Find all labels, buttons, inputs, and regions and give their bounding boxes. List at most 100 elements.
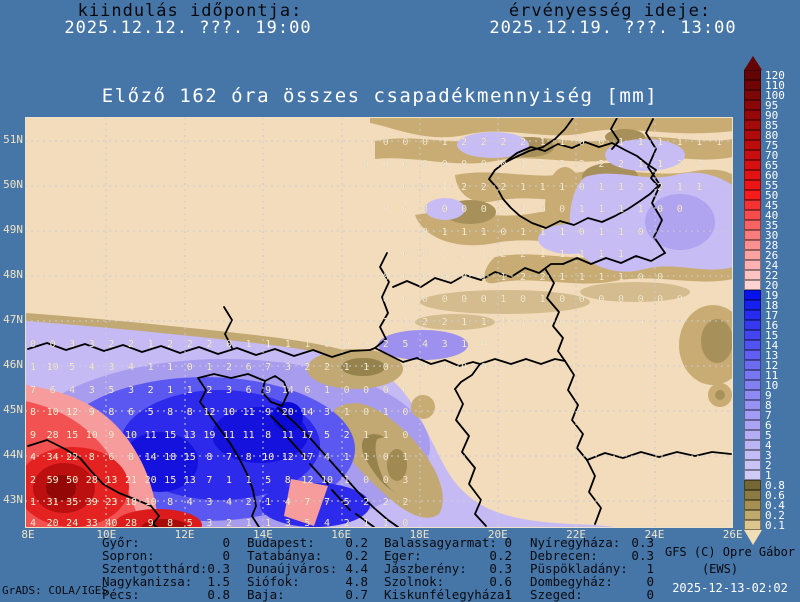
grid-value: 1	[363, 430, 369, 441]
grid-value: 0	[677, 204, 683, 215]
city-row: Eger: 0.2	[384, 549, 512, 562]
colorbar-box	[744, 510, 761, 520]
colorbar-label: 90	[765, 108, 779, 122]
grid-value: 1	[696, 137, 702, 148]
grid-value: 11	[243, 407, 255, 418]
grid-value: 0	[677, 294, 683, 305]
grid-value: 0	[363, 475, 369, 486]
grid-value: 1	[520, 159, 526, 170]
grid-value: 0	[461, 204, 467, 215]
grid-value: 7	[226, 452, 232, 463]
colorbar-box	[744, 220, 761, 230]
legend-city-value: 0	[646, 574, 654, 589]
colorbar-label: 95	[765, 98, 779, 112]
city-row: Püspökladány: 1	[530, 562, 654, 575]
grid-value: 0	[226, 339, 232, 350]
lon-label: 12E	[174, 528, 195, 541]
grid-value: 2	[246, 497, 252, 508]
grid-value: 8	[285, 475, 291, 486]
city-row: Baja: 0.7	[247, 588, 368, 601]
legend-city-name: Szentgotthárd:	[102, 561, 208, 576]
grid-value: 1	[285, 339, 291, 350]
grid-value: 12	[66, 407, 78, 418]
grid-value: 28	[86, 475, 98, 486]
grid-value: 2	[206, 339, 212, 350]
legend-city-name: Jászberény:	[384, 561, 467, 576]
grid-value: 0	[402, 249, 408, 260]
grid-value: 1	[344, 452, 350, 463]
colorbar-label: 15	[765, 328, 779, 342]
grid-value: 0	[579, 317, 585, 328]
khaki-dot	[411, 395, 435, 419]
grid-value: 2	[579, 159, 585, 170]
grid-value: 1	[520, 317, 526, 328]
grid-value: 10	[262, 452, 274, 463]
grid-value: 1	[246, 475, 252, 486]
city-row: Szolnok: 0.6	[384, 575, 512, 588]
grid-value: 1	[265, 518, 271, 528]
grid-value: 0	[402, 272, 408, 283]
colorbar-label: 22	[765, 268, 779, 282]
grid-value: 1	[520, 182, 526, 193]
grid-value: 3	[285, 518, 291, 528]
grid-value: 1	[559, 182, 565, 193]
run-time-value: 2025.12.12. ???. 19:00	[64, 18, 312, 38]
colorbar-box	[744, 360, 761, 370]
khaki-dot	[715, 390, 725, 400]
grid-value: 5	[187, 518, 193, 528]
grid-value: 1	[618, 137, 624, 148]
grid-value: 0	[442, 362, 448, 373]
grid-value: 12	[203, 407, 215, 418]
grid-value: 0	[402, 159, 408, 170]
grid-value: 10	[321, 475, 333, 486]
grid-value: 1	[677, 137, 683, 148]
grid-value: 14	[301, 407, 313, 418]
khaki-streak	[580, 282, 690, 302]
grid-value: 9	[89, 407, 95, 418]
page-title: Előző 162 óra összes csapadékmennyiség […	[101, 85, 659, 107]
colorbar-box	[744, 250, 761, 260]
grid-value: 50	[66, 475, 78, 486]
grid-value: 17	[301, 430, 313, 441]
grid-value: 0	[598, 294, 604, 305]
grid-value: 4	[285, 497, 291, 508]
lon-label: 20E	[487, 528, 508, 541]
grid-value: 0	[187, 362, 193, 373]
grid-value: 0	[638, 317, 644, 328]
colorbar-box	[744, 390, 761, 400]
city-row: Kiskunfélegyháza: 1	[384, 588, 512, 601]
lat-label: 45N	[3, 403, 23, 416]
colorbar-label: 40	[765, 208, 779, 222]
lat-label: 43N	[3, 493, 23, 506]
lat-label: 51N	[3, 133, 23, 146]
grid-value: 0	[657, 294, 663, 305]
city-row: Szeged: 0	[530, 588, 654, 601]
legend-city-name: Kiskunfélegyháza:	[384, 587, 512, 602]
colorbar-box	[744, 490, 761, 500]
colorbar-box	[744, 120, 761, 130]
grid-value: 13	[184, 430, 196, 441]
colorbar-box	[744, 290, 761, 300]
legend-city-value: 0.3	[631, 535, 654, 550]
grid-value: 1	[246, 339, 252, 350]
lavender-pocket	[538, 224, 602, 254]
grid-value: 1	[540, 182, 546, 193]
grid-value: 3	[206, 518, 212, 528]
grid-value: 2	[344, 518, 350, 528]
grid-value: 0	[422, 159, 428, 170]
grid-value: 3	[226, 385, 232, 396]
legend-city-name: Pécs:	[102, 587, 140, 602]
grid-value: 0	[363, 385, 369, 396]
grid-value: 0	[383, 294, 389, 305]
grid-value: 1	[481, 227, 487, 238]
grid-value: 5	[148, 407, 154, 418]
grid-value: 9	[30, 430, 36, 441]
legend-city-value: 4.4	[345, 561, 368, 576]
grid-value: 13	[105, 475, 117, 486]
city-row: Nyíregyháza: 0.3	[530, 536, 654, 549]
grid-value: 8	[246, 452, 252, 463]
colorbar-label: 0.1	[765, 518, 785, 532]
colorbar-box	[744, 450, 761, 460]
colorbar-label: 14	[765, 338, 779, 352]
